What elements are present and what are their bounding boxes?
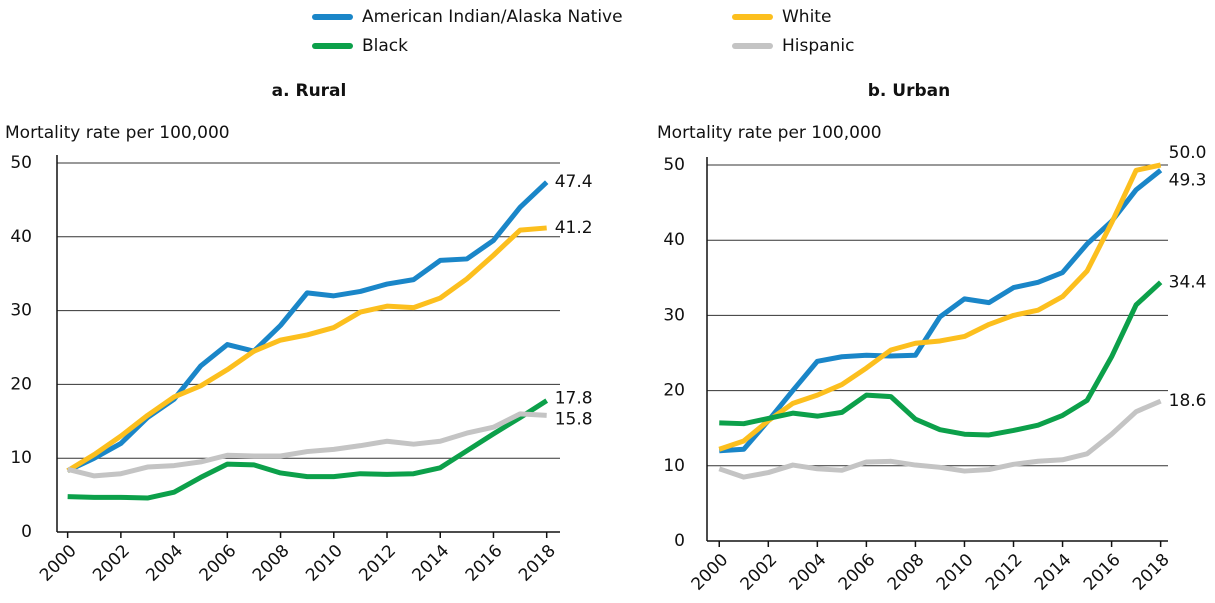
y-tick-label: 50 bbox=[663, 155, 685, 175]
y-axis-label: Mortality rate per 100,000 bbox=[657, 123, 882, 143]
x-tick-label: 2010 bbox=[302, 541, 347, 586]
x-tick-label: 2000 bbox=[36, 541, 81, 586]
legend-label: White bbox=[782, 7, 831, 27]
x-tick-label: 2016 bbox=[1080, 550, 1125, 595]
x-tick-label: 2008 bbox=[249, 541, 294, 586]
series-line bbox=[67, 411, 547, 479]
value-label: 49.3 bbox=[1169, 170, 1207, 190]
y-tick-label: 40 bbox=[10, 227, 32, 247]
y-tick-label: 20 bbox=[663, 381, 685, 401]
value-label: 47.4 bbox=[555, 172, 593, 192]
series-line bbox=[66, 225, 547, 473]
x-tick-label: 2004 bbox=[786, 550, 831, 595]
x-tick-label: 2004 bbox=[142, 541, 187, 586]
y-axis-label: Mortality rate per 100,000 bbox=[5, 123, 230, 143]
y-tick-label: 10 bbox=[10, 448, 32, 468]
series-line bbox=[67, 398, 549, 501]
value-label: 34.4 bbox=[1169, 272, 1207, 292]
legend-label: American Indian/Alaska Native bbox=[362, 7, 623, 27]
y-tick-label: 20 bbox=[10, 374, 32, 394]
x-tick-label: 2008 bbox=[884, 550, 929, 595]
value-label: 17.8 bbox=[555, 389, 593, 409]
x-tick-label: 2016 bbox=[462, 541, 507, 586]
x-tick-label: 2018 bbox=[515, 541, 560, 586]
panel-title: a. Rural bbox=[272, 81, 347, 101]
series-line bbox=[718, 398, 1162, 480]
series-line bbox=[719, 168, 1163, 454]
x-tick-label: 2006 bbox=[196, 541, 241, 586]
panel-title: b. Urban bbox=[868, 81, 950, 101]
x-tick-label: 2000 bbox=[688, 550, 733, 595]
series-line bbox=[718, 162, 1162, 452]
x-tick-label: 2002 bbox=[737, 550, 782, 595]
x-tick-label: 2018 bbox=[1129, 550, 1174, 595]
y-tick-label: 30 bbox=[10, 301, 32, 321]
x-tick-label: 2010 bbox=[933, 550, 978, 595]
x-tick-label: 2002 bbox=[89, 541, 134, 586]
value-label: 41.2 bbox=[555, 218, 593, 238]
y-tick-label: 10 bbox=[663, 456, 685, 476]
value-label: 15.8 bbox=[555, 409, 593, 429]
y-tick-label: 40 bbox=[663, 230, 685, 250]
x-tick-label: 2012 bbox=[982, 550, 1027, 595]
y-tick-label: 0 bbox=[21, 522, 32, 542]
value-label: 50.0 bbox=[1169, 143, 1207, 163]
legend-label: Black bbox=[362, 36, 408, 56]
y-tick-label: 0 bbox=[674, 531, 685, 551]
y-tick-label: 50 bbox=[10, 153, 32, 173]
series-line bbox=[719, 280, 1163, 438]
x-tick-label: 2012 bbox=[355, 541, 400, 586]
x-tick-label: 2014 bbox=[1031, 550, 1076, 595]
series-line bbox=[66, 180, 549, 474]
y-tick-label: 30 bbox=[663, 305, 685, 325]
legend-label: Hispanic bbox=[782, 36, 854, 56]
value-label: 18.6 bbox=[1169, 391, 1207, 411]
x-tick-label: 2014 bbox=[409, 541, 454, 586]
x-tick-label: 2006 bbox=[835, 550, 880, 595]
